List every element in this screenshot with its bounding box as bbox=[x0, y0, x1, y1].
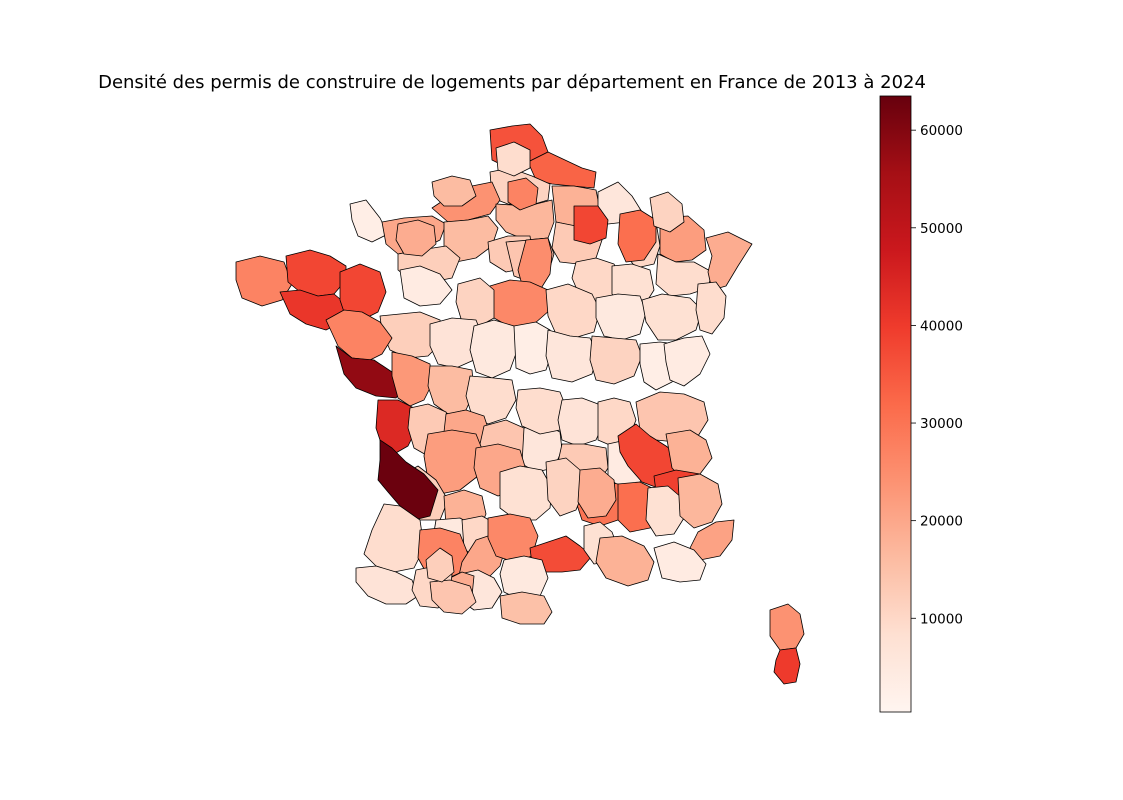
colorbar-tick-label: 30000 bbox=[920, 416, 963, 432]
department-region bbox=[595, 535, 655, 587]
colorbar-tick-label: 50000 bbox=[920, 221, 963, 237]
department-region bbox=[469, 319, 519, 379]
department-region bbox=[665, 429, 713, 479]
colorbar-ticks: 10000 20000 30000 40000 50000 60000 bbox=[911, 123, 963, 627]
department-region bbox=[773, 647, 801, 685]
map-title: Densité des permis de construire de loge… bbox=[98, 72, 926, 93]
department-region bbox=[573, 205, 609, 245]
colorbar: 10000 20000 30000 40000 50000 60000 bbox=[879, 95, 963, 713]
department-region bbox=[377, 439, 439, 521]
colorbar-tick-label: 60000 bbox=[920, 123, 963, 139]
department-region bbox=[285, 249, 347, 297]
department-region bbox=[577, 467, 617, 519]
department-region bbox=[677, 473, 723, 529]
department-region bbox=[517, 237, 553, 293]
department-region bbox=[617, 209, 657, 263]
department-region bbox=[589, 335, 643, 385]
colorbar-tick-label: 40000 bbox=[920, 318, 963, 334]
department-region bbox=[663, 335, 711, 387]
department-region bbox=[649, 191, 685, 233]
department-region bbox=[705, 231, 753, 291]
department-region bbox=[395, 219, 437, 257]
department-region bbox=[325, 309, 393, 361]
colorbar-tick-label: 10000 bbox=[920, 611, 963, 627]
department-region bbox=[391, 351, 433, 407]
france-map bbox=[235, 123, 805, 685]
department-region bbox=[695, 281, 727, 335]
department-region bbox=[653, 541, 707, 583]
department-region bbox=[557, 397, 605, 447]
department-region bbox=[545, 283, 601, 339]
department-region bbox=[375, 399, 419, 455]
department-region bbox=[689, 519, 735, 561]
colorbar-tick-label: 20000 bbox=[920, 514, 963, 530]
department-region bbox=[499, 591, 553, 625]
department-region bbox=[431, 175, 477, 207]
department-region bbox=[339, 263, 387, 321]
department-region bbox=[495, 141, 531, 177]
department-region bbox=[641, 293, 703, 341]
department-region bbox=[355, 565, 419, 605]
department-region bbox=[235, 255, 293, 307]
department-region bbox=[349, 199, 389, 243]
department-region bbox=[465, 375, 517, 425]
department-region bbox=[595, 293, 647, 341]
department-region bbox=[499, 465, 553, 521]
department-region bbox=[399, 265, 453, 307]
colorbar-gradient bbox=[879, 95, 912, 713]
department-region bbox=[363, 503, 425, 573]
department-region bbox=[429, 579, 477, 615]
department-region bbox=[507, 177, 539, 211]
department-region bbox=[425, 547, 455, 583]
department-region bbox=[769, 603, 805, 651]
department-region bbox=[545, 329, 599, 383]
department-region bbox=[423, 429, 485, 495]
department-region bbox=[645, 485, 685, 537]
